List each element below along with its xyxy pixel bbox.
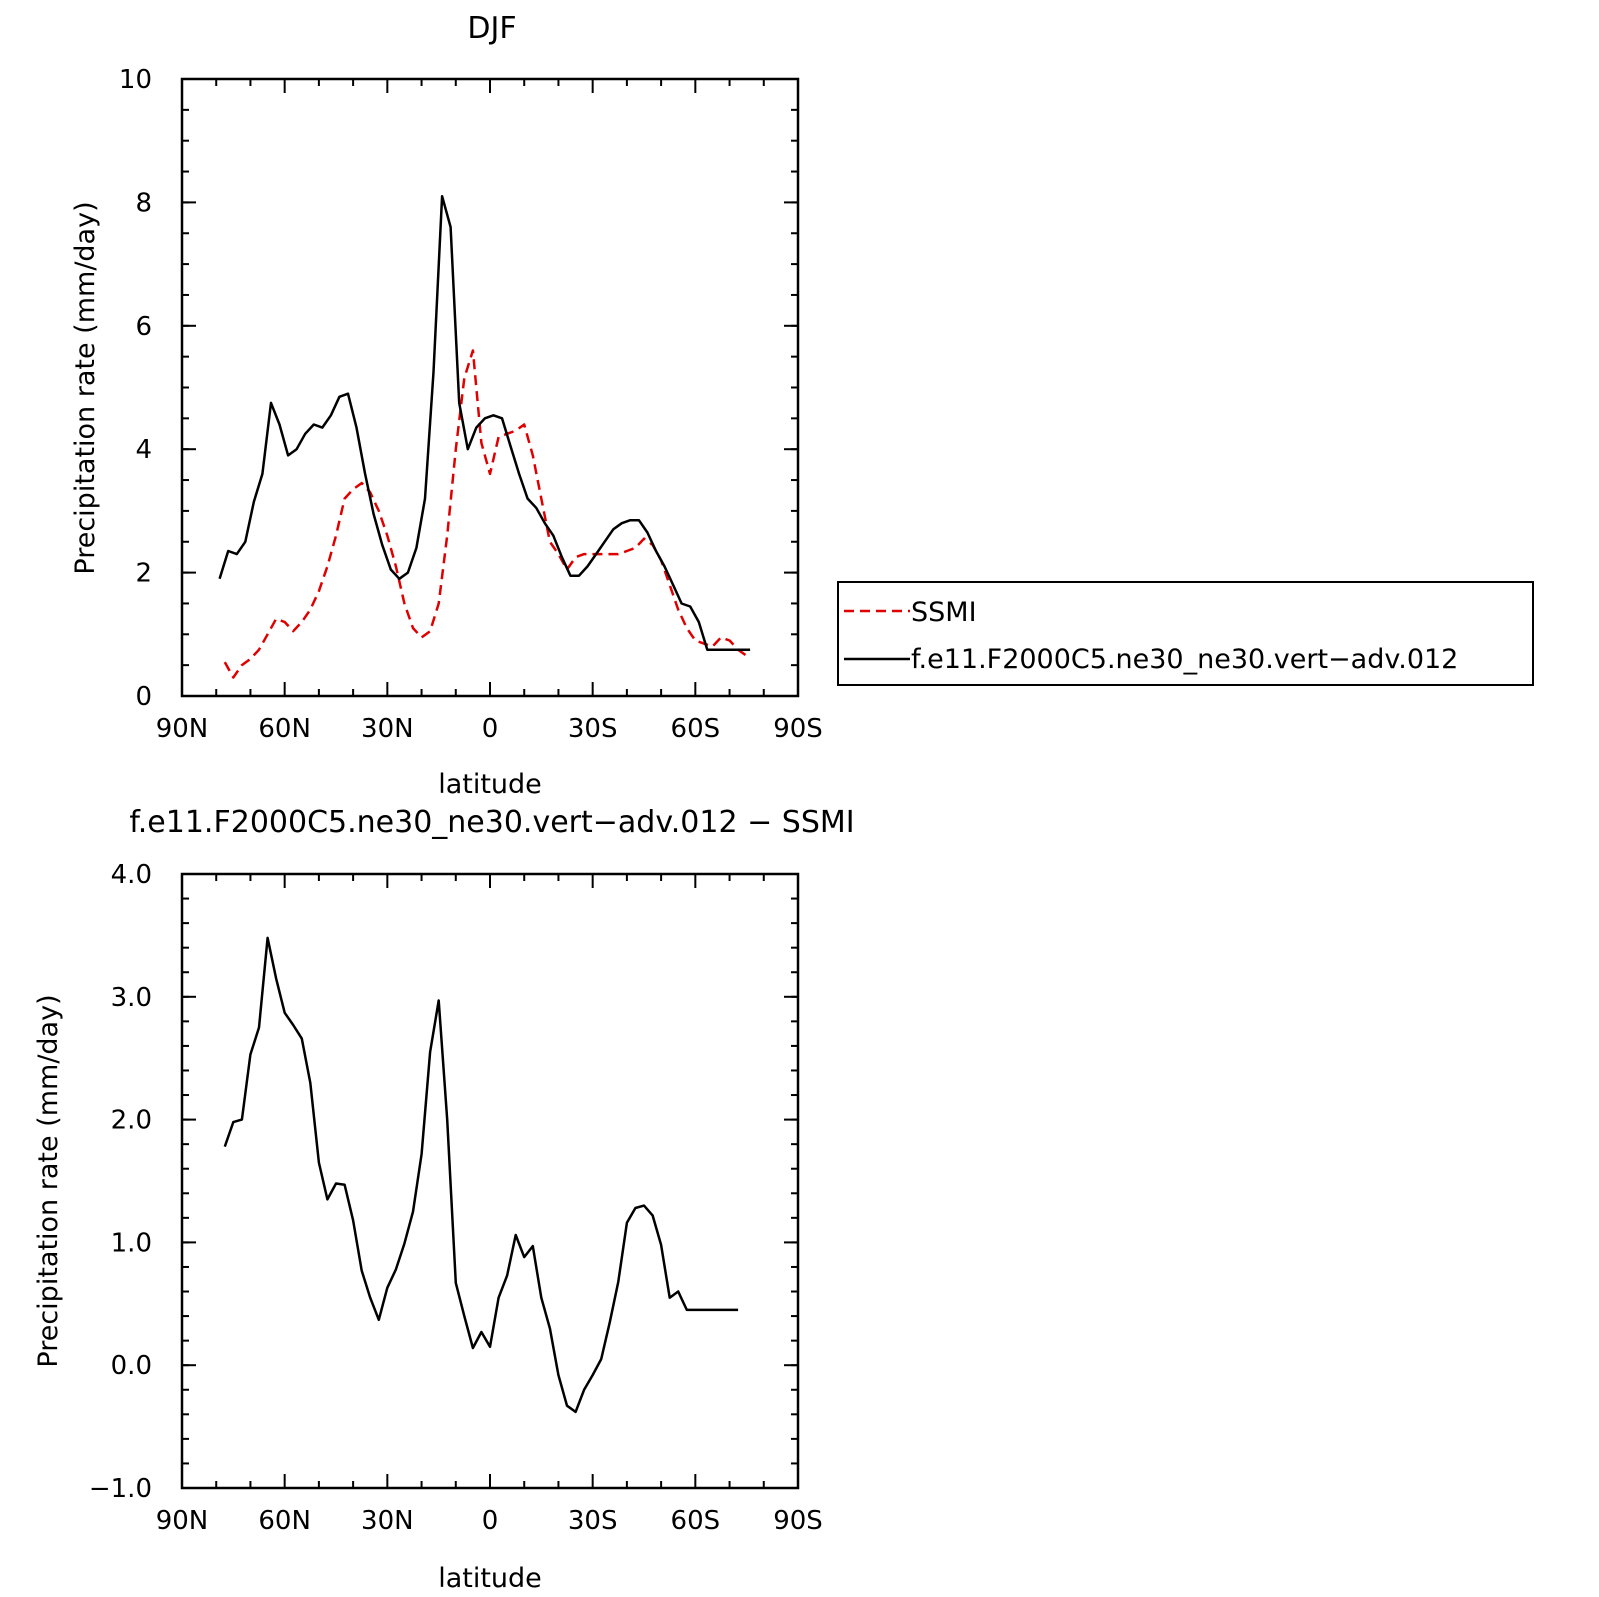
bottom-x-tick-label: 30S xyxy=(568,1506,618,1536)
top-ticks: 0 2 4 6 8 10 90N 60N 30N 0 30S 60S 90S xyxy=(119,65,823,744)
top-y-axis-title: Precipitation rate (mm/day) xyxy=(70,201,101,574)
bottom-panel: f.e11.F2000C5.ne30_ne30.vert−adv.012 − S… xyxy=(33,805,855,1594)
bottom-x-tick-label: 90N xyxy=(156,1506,209,1536)
bottom-y-tick-label: 3.0 xyxy=(111,983,152,1013)
top-x-tick-label: 30N xyxy=(361,714,414,744)
top-y-tick-label: 2 xyxy=(135,559,152,589)
bottom-y-tick-label: 0.0 xyxy=(111,1351,152,1381)
top-y-tick-label: 10 xyxy=(119,65,152,95)
top-series-line-0 xyxy=(223,349,748,679)
legend-box xyxy=(837,581,1534,686)
bottom-y-tick-label: 1.0 xyxy=(111,1228,152,1258)
bottom-chart-title: f.e11.F2000C5.ne30_ne30.vert−adv.012 − S… xyxy=(129,805,854,840)
bottom-x-tick-label: 0 xyxy=(482,1506,499,1536)
top-plot-frame xyxy=(180,77,800,698)
bottom-x-tick-label: 90S xyxy=(773,1506,823,1536)
bottom-x-tick-label: 60S xyxy=(671,1506,721,1536)
bottom-y-tick-label: −1.0 xyxy=(89,1474,152,1504)
top-y-tick-label: 0 xyxy=(135,682,152,712)
legend: SSMI f.e11.F2000C5.ne30_ne30.vert−adv.01… xyxy=(837,581,1534,686)
top-y-tick-label: 6 xyxy=(135,312,152,342)
bottom-y-tick-label: 2.0 xyxy=(111,1106,152,1136)
bottom-plot-frame xyxy=(180,872,800,1490)
legend-ssmi-label: SSMI xyxy=(911,597,977,628)
bottom-x-tick-label: 60N xyxy=(258,1506,311,1536)
legend-model-label: f.e11.F2000C5.ne30_ne30.vert−adv.012 xyxy=(911,644,1458,675)
top-x-tick-label: 30S xyxy=(568,714,618,744)
top-x-tick-label: 0 xyxy=(482,714,499,744)
bottom-y-tick-label: 4.0 xyxy=(111,860,152,890)
bottom-x-axis-title: latitude xyxy=(438,1563,542,1594)
bottom-ticks: −1.0 0.0 1.0 2.0 3.0 4.0 90N 60N 30N 0 30S 60S 90S xyxy=(89,860,823,1536)
top-x-tick-label: 60N xyxy=(258,714,311,744)
top-x-axis-title: latitude xyxy=(438,769,542,800)
top-x-tick-label: 90S xyxy=(773,714,823,744)
bottom-series xyxy=(223,936,739,1414)
top-series-line-1 xyxy=(218,194,751,651)
top-x-tick-label: 90N xyxy=(156,714,209,744)
top-y-tick-label: 8 xyxy=(135,188,152,218)
bottom-y-axis-title: Precipitation rate (mm/day) xyxy=(33,994,64,1367)
top-series xyxy=(218,194,751,679)
bottom-series-line-0 xyxy=(223,936,739,1414)
top-y-tick-label: 4 xyxy=(135,435,152,465)
bottom-x-tick-label: 30N xyxy=(361,1506,414,1536)
top-chart-title: DJF xyxy=(467,11,516,46)
top-x-tick-label: 60S xyxy=(671,714,721,744)
